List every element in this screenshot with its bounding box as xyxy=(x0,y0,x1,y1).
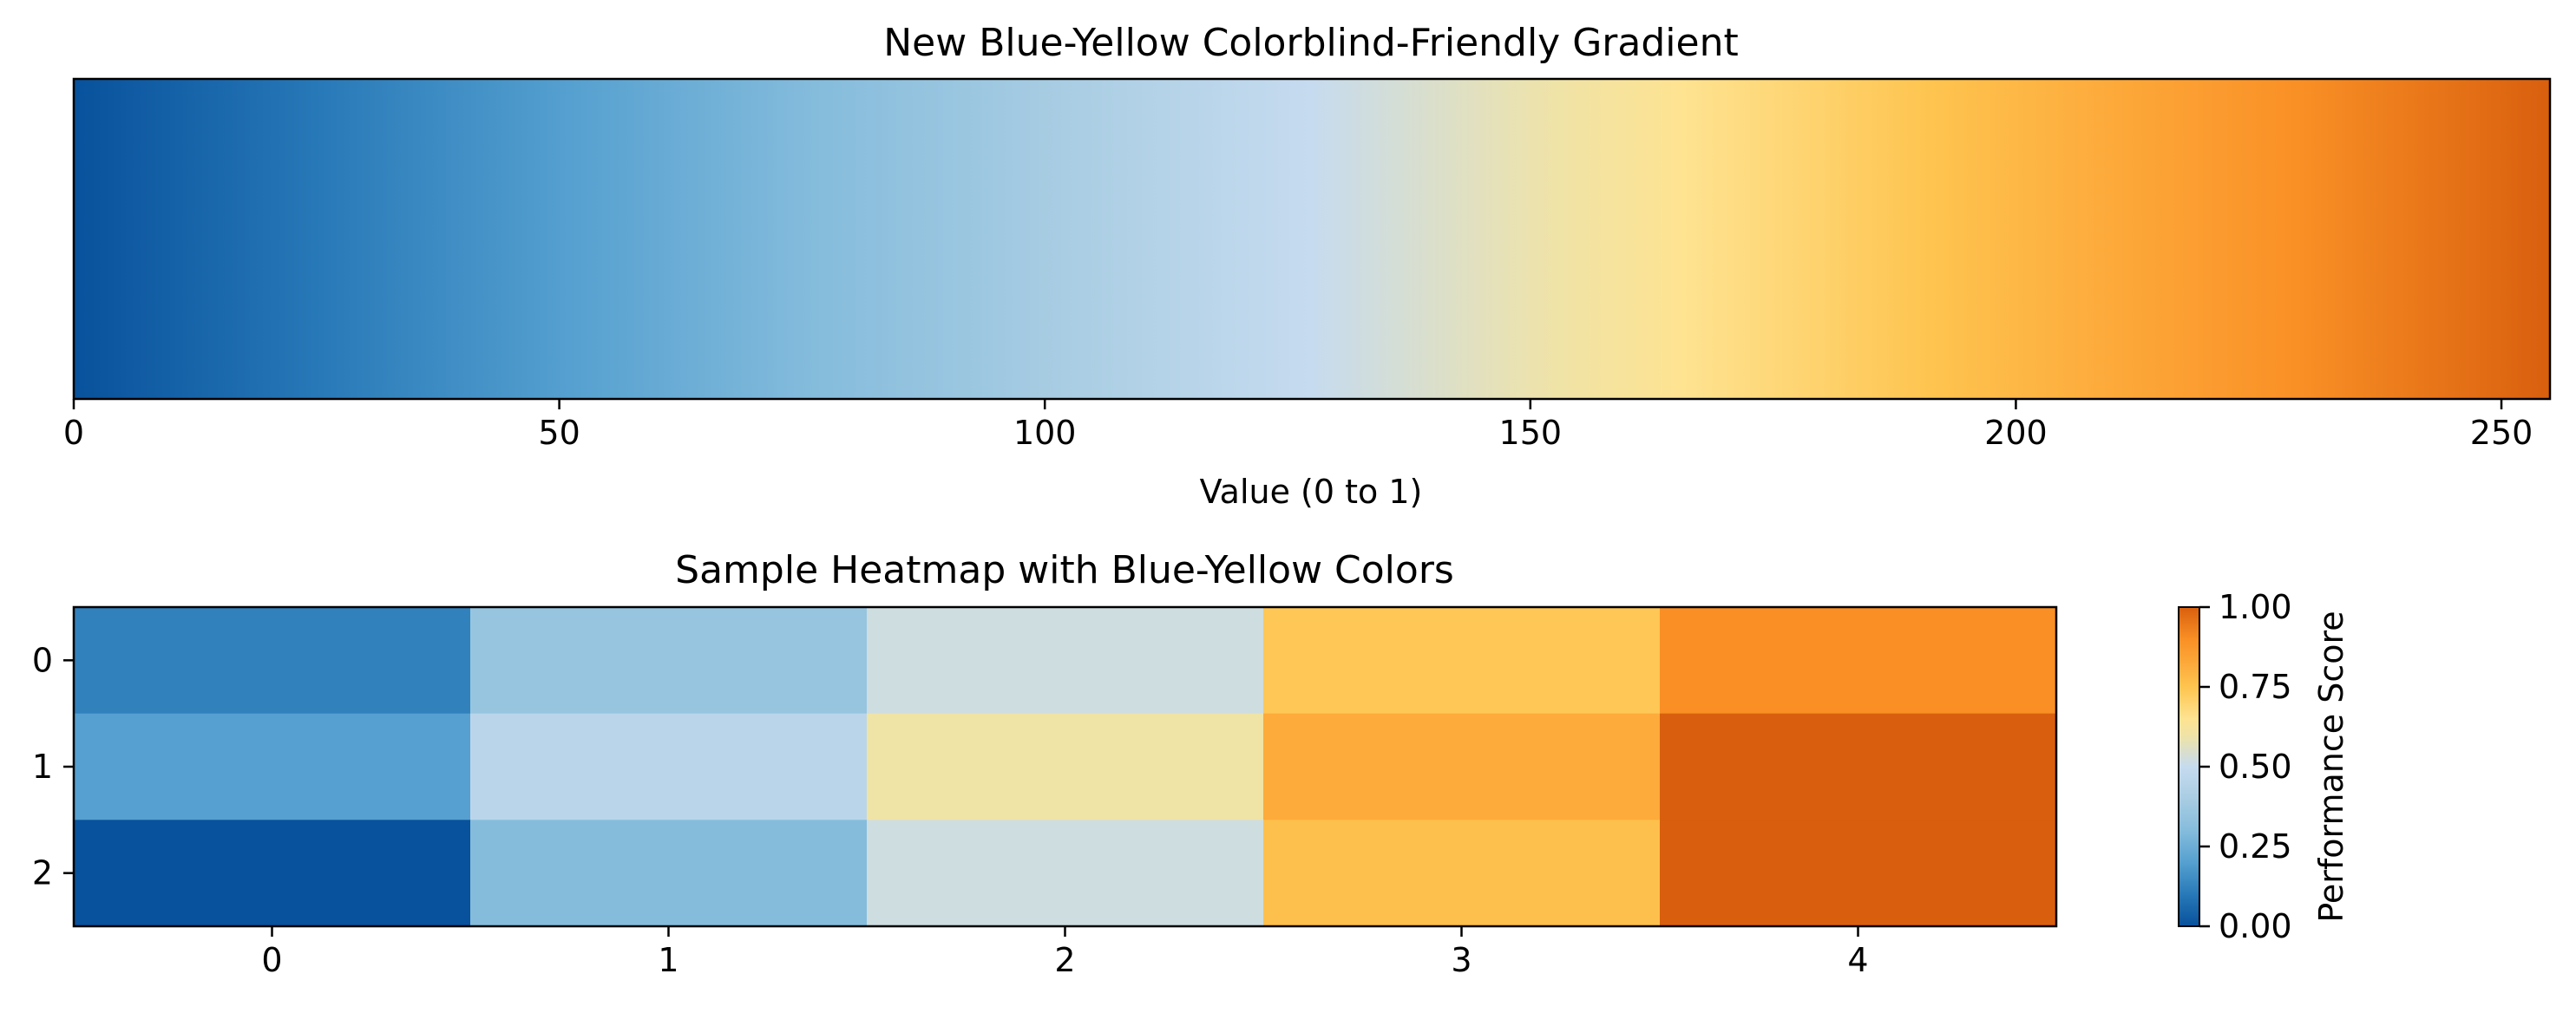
heatmap-x-ticks: 0 1 2 3 4 xyxy=(261,926,1869,979)
heatmap-x-tick-label: 1 xyxy=(658,941,678,979)
colorbar-strip xyxy=(2179,607,2199,926)
heatmap-cell xyxy=(74,820,471,927)
heatmap-y-tick-label: 0 xyxy=(32,641,53,679)
heatmap-chart-title: Sample Heatmap with Blue-Yellow Colors xyxy=(675,548,1454,592)
heatmap-cell xyxy=(1660,713,2057,820)
heatmap-cell xyxy=(74,607,471,715)
colorbar-tick-label: 0.25 xyxy=(2219,827,2292,866)
heatmap-y-tick-label: 1 xyxy=(32,748,53,786)
heatmap-y-ticks: 0 1 2 xyxy=(32,641,74,892)
heatmap-cell xyxy=(470,713,868,820)
heatmap-cell xyxy=(867,713,1264,820)
heatmap-x-tick-label: 3 xyxy=(1451,941,1472,979)
heatmap-cell xyxy=(470,607,868,715)
gradient-x-ticks: 0 50 100 150 200 250 xyxy=(63,399,2533,452)
gradient-frame xyxy=(72,77,2552,401)
gradient-chart: New Blue-Yellow Colorblind-Friendly Grad… xyxy=(63,21,2552,511)
colorbar-tick-label: 0.75 xyxy=(2219,668,2292,706)
heatmap-chart: Sample Heatmap with Blue-Yellow Colors 0… xyxy=(32,548,2350,979)
heatmap-cell xyxy=(1660,820,2057,927)
heatmap-y-tick-label: 2 xyxy=(32,854,53,892)
colorbar-ticks: 0.00 0.25 0.50 0.75 1.00 xyxy=(2199,588,2292,945)
gradient-x-tick-label: 0 xyxy=(63,414,84,452)
colorbar-tick-label: 0.50 xyxy=(2219,748,2292,786)
heatmap-x-tick-label: 0 xyxy=(261,941,282,979)
heatmap-cell xyxy=(867,820,1264,927)
gradient-x-tick-label: 50 xyxy=(538,414,580,452)
gradient-x-tick-label: 250 xyxy=(2470,414,2533,452)
gradient-x-tick-label: 150 xyxy=(1499,414,1563,452)
heatmap-x-tick-label: 2 xyxy=(1054,941,1075,979)
heatmap-cell xyxy=(1263,607,1661,715)
gradient-x-tick-label: 100 xyxy=(1013,414,1077,452)
gradient-x-axis-label: Value (0 to 1) xyxy=(1200,473,1423,511)
heatmap-cells xyxy=(74,607,2057,927)
gradient-strip xyxy=(74,79,2550,399)
gradient-x-tick-label: 200 xyxy=(1984,414,2048,452)
heatmap-cell xyxy=(74,713,471,820)
colorbar-label: Performance Score xyxy=(2312,611,2350,922)
heatmap-cell xyxy=(1660,607,2057,715)
heatmap-x-tick-label: 4 xyxy=(1847,941,1868,979)
colorbar-tick-label: 1.00 xyxy=(2219,588,2292,626)
heatmap-cell xyxy=(470,820,868,927)
gradient-chart-title: New Blue-Yellow Colorblind-Friendly Grad… xyxy=(883,21,1738,65)
colorbar-tick-label: 0.00 xyxy=(2219,907,2292,945)
heatmap-cell xyxy=(867,607,1264,715)
heatmap-cell xyxy=(1263,713,1661,820)
heatmap-cell xyxy=(1263,820,1661,927)
